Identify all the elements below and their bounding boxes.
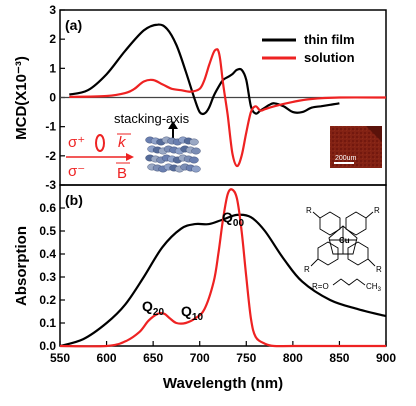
legend-label-thin-film: thin film [304,32,355,47]
panel-a-ytick-label: -1 [45,120,56,134]
panel-a-ytick-label: -3 [45,178,56,192]
benzo-ring-1 [319,211,341,236]
beam-arrowhead [126,153,134,161]
panel-a-series-solution [69,48,387,168]
panel-b-ytick-label: 0.4 [39,247,56,261]
panel-a-series-thin-film [69,23,340,116]
legend: thin film solution [262,32,355,65]
panel-b-ytick-label: 0.3 [39,270,56,284]
k-vector-label: k [118,134,127,151]
circular-polarization-icon [95,134,105,152]
r-chain-label: R=O [312,282,329,291]
r-bond-2 [365,211,374,219]
panel-a-series [69,23,387,168]
polarization-annotation: σ⁺ k σ⁻ B [66,133,134,182]
panel-a-ytick-label: 2 [49,32,56,46]
panel-b-label: (b) [65,192,83,208]
panel-b-series-solution [59,188,386,348]
microscope-dark-region [366,126,382,142]
q10-label: Q10 [181,303,203,323]
stacking-axis-arrowhead [168,121,178,129]
panel-a-axes: -3 -2 -1 0 1 2 3 [45,3,65,192]
stack-molecule [191,165,201,173]
x-tick-label: 600 [97,351,117,365]
molecular-stack-image [145,136,201,173]
r-bond-3 [310,258,319,267]
ch3-label: CH3 [366,282,382,293]
r-bond-1 [312,211,321,219]
panel-b-ytick-label: 0.1 [39,316,56,330]
panel-b-series-thin-film [59,213,387,348]
r-label-1: R [306,206,312,215]
benzo-ring-3 [317,241,339,266]
panel-b-ytick-label: 0.6 [39,201,56,215]
stack-molecule [189,156,199,164]
panel-a-ytick-label: 0 [49,91,56,105]
phthalocyanine-structure [310,211,376,286]
benzo-ring-2 [345,211,367,236]
panel-b-series [59,188,387,348]
structure-labels: Cu R R R R R=O CH3 [304,206,382,293]
panel-a-ytick-label: -2 [45,149,56,163]
x-tick-label: 700 [190,351,210,365]
panel-a-label: (a) [65,17,82,33]
q20-label: Q20 [142,298,164,318]
panel-a-ytick-label: 3 [49,3,56,17]
q00-label: Q00 [222,209,244,229]
panel-b-ytick-label: 0.2 [39,293,56,307]
x-axis-label: Wavelength (nm) [163,375,283,392]
panel-b-axes: 0.0 0.1 0.2 0.3 0.4 0.5 0.6 550 600 650 700 750 800 8… [39,201,396,365]
b-field-label: B [117,165,127,182]
panel-b-frame [59,184,387,347]
x-tick-label: 900 [376,351,396,365]
peak-labels: Q00 Q10 Q20 [142,209,244,323]
x-tick-label: 750 [236,351,256,365]
stack-molecule [191,147,201,155]
x-tick-label: 800 [283,351,303,365]
panel-a-ytick-label: 1 [49,61,56,75]
panel-b-ytick-label: 0.0 [39,339,56,353]
r-label-2: R [374,206,380,215]
alkyl-chain [332,278,366,286]
stacking-axis-label: stacking-axis [114,111,190,126]
sigma-minus-label: σ⁻ [68,163,85,180]
microscope-inset: 200um [330,126,382,168]
benzo-ring-4 [347,241,369,266]
panel-b-ytick-label: 0.5 [39,224,56,238]
scale-bar-label: 200um [335,155,357,162]
stack-molecule [189,138,199,146]
r-bond-4 [367,258,376,267]
macrocycle-ring [328,225,358,255]
r-label-3: R [304,265,310,274]
panel-b-ylabel: Absorption [13,226,30,306]
sigma-plus-label: σ⁺ [68,134,85,151]
x-tick-label: 850 [329,351,349,365]
panel-a-ylabel: MCD(X10⁻³) [13,56,30,140]
cu-label: Cu [339,236,350,245]
r-label-4: R [376,265,382,274]
legend-label-solution: solution [304,50,355,65]
x-tick-label: 550 [50,351,70,365]
x-tick-label: 650 [143,351,163,365]
